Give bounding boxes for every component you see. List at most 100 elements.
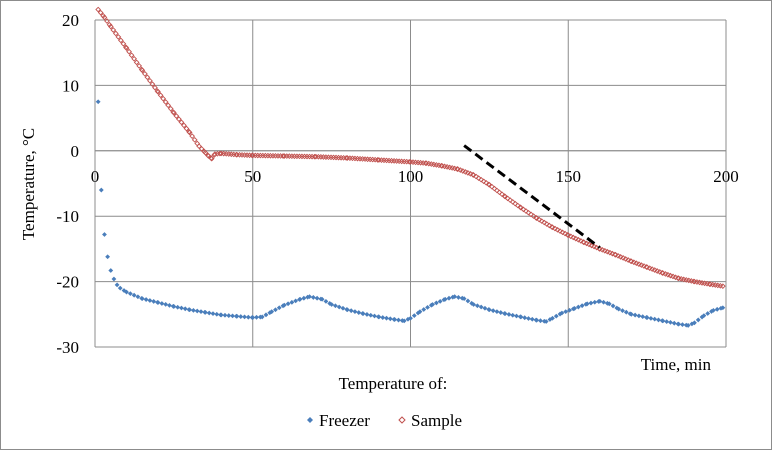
freezer-point [588, 300, 594, 306]
freezer-point [250, 315, 256, 320]
sample-point [593, 244, 600, 251]
freezer-point [494, 309, 500, 315]
series-freezer [95, 99, 726, 328]
freezer-point [671, 320, 677, 326]
sample-point [625, 257, 632, 263]
freezer-point [210, 311, 216, 316]
x-tick-labels: 0 50 100 150 200 [91, 167, 739, 186]
freezer-point [614, 305, 620, 311]
freezer-point [376, 314, 382, 320]
legend-label-freezer: Freezer [319, 411, 370, 430]
freezer-point [557, 311, 563, 317]
freezer-point [461, 296, 467, 302]
legend-marker-sample [398, 416, 406, 424]
freezer-point [442, 296, 448, 302]
freezer-point [486, 307, 492, 313]
freezer-point [550, 315, 555, 321]
sample-point [196, 143, 202, 150]
freezer-point [692, 320, 697, 326]
sample-point [491, 185, 498, 192]
y-tick-label: -20 [56, 273, 79, 292]
x-tick-label: 100 [398, 167, 424, 186]
sample-point [147, 77, 153, 84]
freezer-point [392, 317, 398, 322]
freezer-point [329, 302, 335, 307]
freezer-point [269, 309, 275, 315]
freezer-point [352, 309, 358, 315]
sample-point [480, 178, 487, 185]
freezer-point [198, 309, 204, 315]
sample-point [202, 149, 209, 156]
sample-point [123, 45, 130, 51]
sample-point [475, 175, 482, 181]
freezer-point [333, 303, 338, 309]
sample-point [514, 202, 521, 209]
freezer-point [182, 306, 188, 312]
freezer-point [421, 307, 427, 312]
freezer-point [380, 315, 386, 320]
sample-point [591, 243, 597, 250]
freezer-point [127, 291, 133, 297]
freezer-point [601, 299, 606, 305]
sample-point [189, 133, 196, 139]
freezer-point [705, 311, 711, 316]
freezer-point [680, 322, 685, 328]
freezer-point [563, 309, 569, 315]
freezer-point [131, 292, 137, 298]
sample-point [212, 151, 218, 157]
sample-point [142, 70, 148, 77]
sample-point [567, 233, 574, 240]
freezer-point [437, 298, 443, 304]
freezer-point [567, 307, 572, 313]
y-tick-label: -30 [56, 338, 79, 357]
sample-point [128, 52, 135, 59]
freezer-point [644, 315, 650, 320]
freezer-point [276, 305, 282, 311]
sample-point [557, 228, 563, 234]
freezer-point [281, 302, 287, 308]
sample-point [155, 89, 161, 95]
x-tick-label: 200 [713, 167, 739, 186]
sample-point [208, 155, 215, 162]
sample-point [541, 219, 548, 226]
x-axis-title: Time, min [641, 355, 712, 374]
sample-point [543, 221, 550, 227]
sample-point [171, 110, 177, 116]
freezer-point [456, 295, 461, 300]
sample-point [581, 239, 587, 246]
freezer-point [579, 303, 585, 309]
sample-point [502, 193, 508, 200]
freezer-point [356, 310, 362, 315]
freezer-point [490, 308, 496, 314]
sample-point [107, 23, 114, 30]
sample-point [622, 256, 629, 262]
freezer-point [187, 307, 193, 313]
sample-point [528, 211, 534, 218]
freezer-point [482, 305, 488, 311]
freezer-point [238, 314, 244, 319]
sample-point [186, 129, 193, 136]
sample-point [478, 176, 485, 183]
sample-point [191, 136, 198, 143]
freezer-point [175, 304, 181, 310]
freezer-point [522, 315, 528, 321]
freezer-point [171, 304, 177, 309]
y-axis-title: Temperature, °C [19, 128, 38, 240]
legend-label-sample: Sample [411, 411, 462, 430]
freezer-point [310, 295, 316, 300]
freezer-point [314, 295, 320, 301]
freezer-point [372, 313, 377, 319]
freezer-point [206, 310, 212, 316]
freezer-point [584, 301, 590, 307]
sample-point [162, 99, 169, 105]
freezer-point [259, 314, 265, 320]
sample-point [374, 157, 381, 163]
freezer-point [623, 309, 629, 315]
sample-point [183, 125, 190, 132]
legend-title: Temperature of: [339, 374, 448, 393]
sample-point [149, 81, 156, 88]
freezer-point [529, 316, 535, 322]
sample-point [139, 67, 146, 74]
freezer-point [242, 314, 247, 320]
